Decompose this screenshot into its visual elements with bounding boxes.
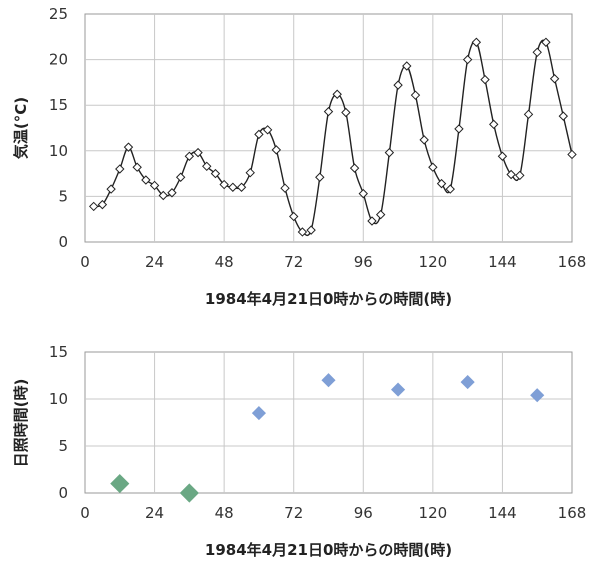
sunshine-data-point [179,483,199,503]
temperature-data-point [349,163,360,173]
temperature-data-point [323,106,334,117]
temperature-data-point [115,164,125,174]
temperature-data-point [549,74,560,84]
temperature-data-point [210,168,221,179]
temperature-data-point [97,199,108,210]
sunshine-y-axis-title: 日照時間(時) [12,379,30,468]
temperature-data-point [541,37,551,47]
temperature-x-tick-label: 96 [354,253,373,271]
temperature-x-tick-label: 144 [488,253,517,271]
sunshine-y-tick-label: 15 [49,343,68,361]
temperature-data-point [158,190,168,201]
temperature-data-point [532,47,542,58]
temperature-data-point [132,162,142,172]
temperature-data-point [454,124,464,134]
temperature-data-point [149,180,160,191]
temperature-data-point [410,90,421,100]
temperature-data-point [315,172,325,182]
temperature-data-point [106,184,116,194]
temperature-data-point [567,149,577,160]
sunshine-x-tick-label: 96 [354,504,373,522]
temperature-data-point [471,37,482,47]
temperature-data-point [523,109,534,120]
temperature-y-tick-label: 5 [58,187,68,205]
temperature-data-point [428,162,438,172]
temperature-data-point [88,201,99,212]
sunshine-y-tick-label: 0 [58,484,68,502]
temperature-data-point [497,151,508,161]
sunshine-x-axis-title: 1984年4月21日0時からの時間(時) [205,541,452,559]
temperature-x-tick-label: 120 [419,253,448,271]
sunshine-x-tick-label: 168 [558,504,587,522]
temperature-data-point [436,178,447,189]
temperature-data-point [236,182,247,192]
temperature-y-axis-title: 気温(°C) [12,97,30,159]
temperature-y-tick-label: 15 [49,96,68,114]
temperature-data-point [402,61,412,71]
temperature-data-point [367,216,377,226]
sunshine-x-tick-label: 72 [284,504,303,522]
temperature-data-point [375,209,386,220]
sunshine-x-tick-label: 0 [80,504,90,522]
sunshine-x-tick-label: 144 [488,504,517,522]
temperature-y-tick-label: 25 [49,5,68,23]
temperature-data-point [332,89,342,99]
temperature-data-point [245,167,255,178]
temperature-x-axis-title: 1984年4月21日0時からの時間(時) [205,290,452,308]
temperature-x-tick-label: 24 [145,253,164,271]
sunshine-chart: 0 24 48 72 96 120 144 168 0 5 10 15 1984年4月21日0時からの時… [12,343,586,559]
temperature-chart: 0 24 48 72 96 120 144 168 0 5 10 15 20 25 1984年4月21日0時… [12,5,586,308]
temperature-data-point [462,54,473,65]
temperature-x-tick-label: 72 [284,253,303,271]
temperature-x-tick-label: 48 [215,253,234,271]
temperature-data-point [202,161,212,172]
temperature-data-point [184,151,195,161]
sunshine-data-point [110,474,130,494]
temperature-data-point [384,147,395,158]
temperature-data-point [515,170,525,181]
temperature-y-tick-label: 0 [58,233,68,251]
temperature-data-point [289,211,299,222]
temperature-data-point [489,119,499,130]
temperature-data-point [193,147,203,158]
temperature-data-point [167,188,177,198]
temperature-data-point [219,179,229,190]
temperature-data-point [280,183,290,193]
sunshine-x-tick-label: 24 [145,504,164,522]
sunshine-x-tick-label: 48 [215,504,234,522]
temperature-data-point [480,74,490,85]
sunshine-x-tick-label: 120 [419,504,448,522]
temperature-data-point [341,107,351,118]
temperature-data-point [175,172,186,182]
temperature-data-point [358,188,368,199]
temperature-data-point [558,111,569,121]
sunshine-data-point [321,373,336,388]
temperature-data-point [506,169,516,180]
temperature-data-point [254,129,264,140]
sunshine-data-point [391,382,406,397]
temperature-data-point [393,80,403,90]
sunshine-y-tick-label: 10 [49,390,68,408]
temperature-data-point [297,227,308,237]
temperature-x-tick-label: 168 [558,253,587,271]
temperature-x-tick-label: 0 [80,253,90,271]
temperature-data-point [141,175,151,185]
sunshine-data-point [460,375,475,390]
sunshine-data-point [530,388,545,403]
sunshine-data-point [251,406,266,421]
temperature-plot-area [84,13,573,243]
temperature-y-tick-label: 20 [49,51,68,69]
temperature-data-point [262,125,273,135]
temperature-data-point [123,142,134,152]
temperature-data-point [271,145,282,155]
sunshine-y-tick-label: 5 [58,437,68,455]
temperature-data-point [228,182,238,192]
temperature-data-point [445,184,455,194]
temperature-y-tick-label: 10 [49,142,68,160]
temperature-data-point [306,225,316,235]
temperature-data-point [419,135,429,145]
